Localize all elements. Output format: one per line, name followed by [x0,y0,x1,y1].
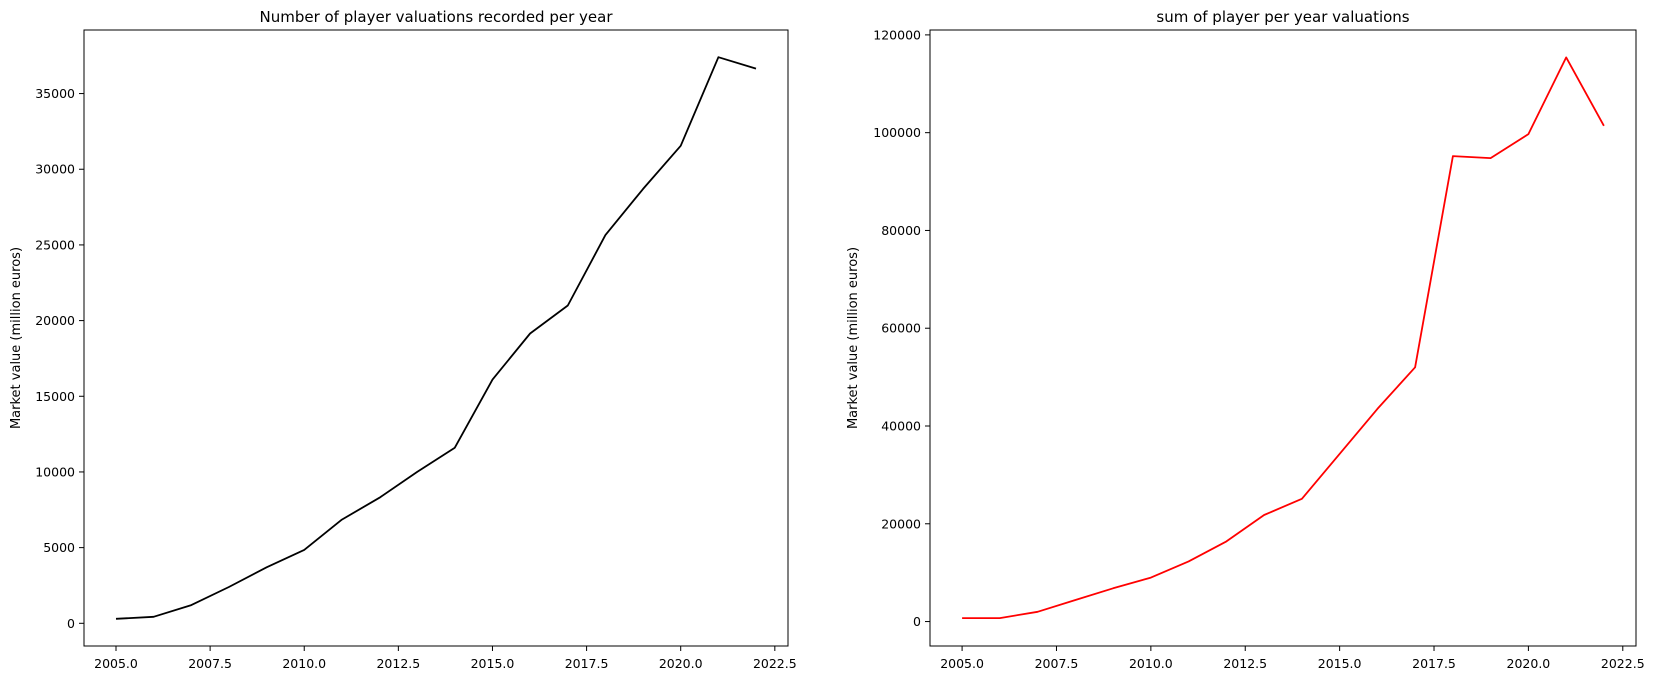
data-point [491,379,493,381]
plot-frame [83,29,789,647]
data-point [1112,587,1114,589]
data-point [999,617,1001,619]
data-point [341,519,343,521]
chart-title: Number of player valuations recorded per… [259,8,613,26]
x-tick-label: 2005.0 [940,656,984,671]
y-tick-label: 80000 [881,223,921,238]
data-point [1452,155,1454,157]
data-point [153,616,155,618]
y-tick-label: 35000 [35,86,75,101]
series-line [962,56,1605,619]
x-tick-label: 2012.5 [376,656,420,671]
chart-valuation-count: Number of player valuations recorded per… [9,8,797,671]
data-point [642,188,644,190]
y-tick-label: 20000 [881,516,921,531]
chart-title: sum of player per year valuations [1156,8,1409,26]
data-point [1263,514,1265,516]
data-point [115,618,117,620]
y-tick-label: 25000 [35,237,75,252]
data-point [454,447,456,449]
y-tick-label: 0 [67,616,75,631]
data-point [416,471,418,473]
y-tick-label: 15000 [35,389,75,404]
y-tick-label: 20000 [35,313,75,328]
x-tick-label: 2020.0 [1507,656,1551,671]
x-tick-label: 2017.5 [1412,656,1456,671]
data-point [1376,408,1378,410]
data-point [1301,498,1303,500]
y-tick-label: 5000 [43,540,75,555]
y-tick-label: 40000 [881,419,921,434]
data-point [1527,133,1529,135]
data-point [717,56,719,58]
data-point [1188,560,1190,562]
y-tick-label: 10000 [35,464,75,479]
y-tick-label: 0 [913,614,921,629]
data-point [1565,56,1567,58]
data-point [190,604,192,606]
data-point [1603,125,1605,127]
data-point [1150,577,1152,579]
chart-valuation-sum: sum of player per year valuations Market… [846,8,1645,671]
x-tick-label: 2022.5 [1601,656,1645,671]
x-tick-label: 2022.5 [753,656,797,671]
x-tick-label: 2015.0 [471,656,515,671]
x-tick-label: 2015.0 [1318,656,1362,671]
x-tick-label: 2007.5 [1035,656,1079,671]
data-point [1225,540,1227,542]
y-tick-label: 60000 [881,321,921,336]
x-tick-label: 2010.0 [1129,656,1173,671]
data-point [604,234,606,236]
y-axis-label: Market value (million euros) [846,247,861,429]
x-tick-label: 2017.5 [565,656,609,671]
data-point [961,617,963,619]
x-tick-label: 2012.5 [1223,656,1267,671]
plot-frame [929,29,1637,647]
data-point [1490,157,1492,159]
data-point [266,566,268,568]
x-tick-label: 2020.0 [659,656,703,671]
data-point [1414,366,1416,368]
data-point [379,497,381,499]
data-point [529,332,531,334]
x-tick-label: 2005.0 [94,656,138,671]
x-tick-label: 2007.5 [188,656,232,671]
y-tick-label: 30000 [35,162,75,177]
data-point [567,304,569,306]
y-tick-label: 100000 [873,125,921,140]
data-point [1037,611,1039,613]
data-point [680,145,682,147]
y-tick-label: 120000 [873,27,921,42]
data-point [228,586,230,588]
x-tick-label: 2010.0 [282,656,326,671]
series-line [115,56,757,620]
data-point [755,68,757,70]
data-point [1074,599,1076,601]
data-point [1339,453,1341,455]
data-point [303,549,305,551]
y-axis-label: Market value (million euros) [9,247,24,429]
